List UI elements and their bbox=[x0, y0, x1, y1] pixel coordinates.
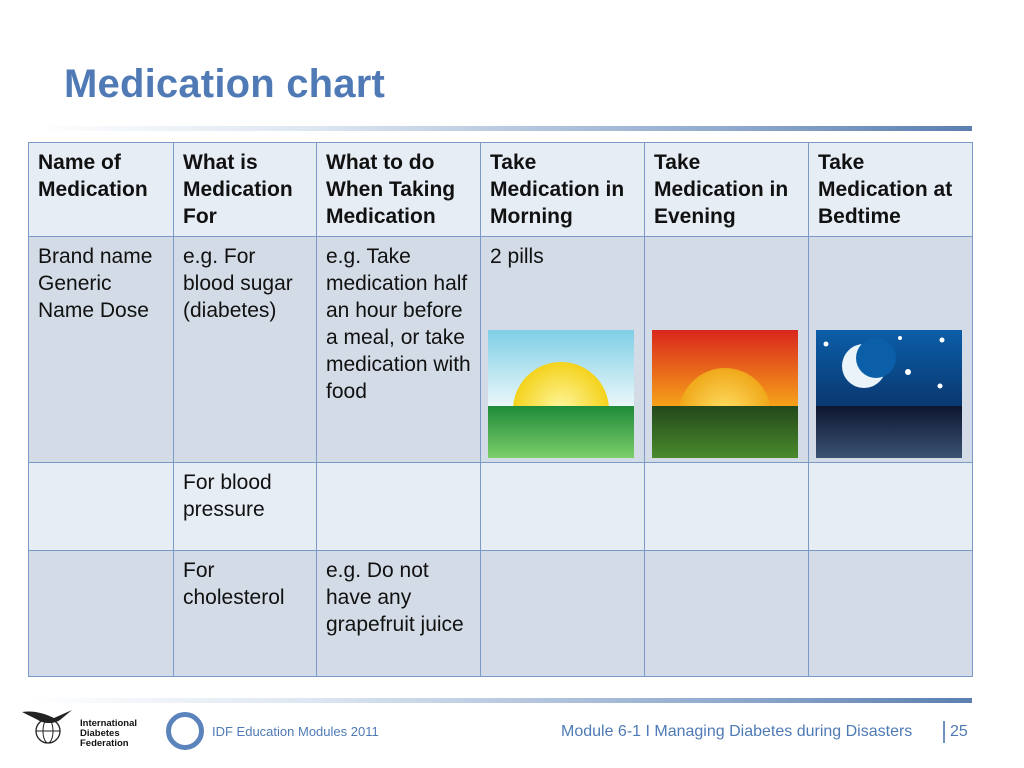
table-cell bbox=[480, 550, 645, 677]
org-name-line: Federation bbox=[80, 738, 129, 749]
table-cell bbox=[316, 462, 481, 551]
org-name-line: Diabetes bbox=[80, 728, 120, 739]
table-cell bbox=[28, 550, 174, 677]
module-label: Module 6-1 I Managing Diabetes during Di… bbox=[561, 723, 913, 740]
table-cell: e.g. Do not have any grapefruit juice bbox=[316, 550, 481, 677]
table-cell: Brand name Generic Name Dose bbox=[28, 236, 174, 463]
bottom-divider bbox=[30, 698, 972, 703]
top-divider bbox=[30, 126, 972, 131]
header-purpose: What is Medication For bbox=[173, 142, 317, 237]
header-instructions: What to do When Taking Medication bbox=[316, 142, 481, 237]
table-cell-morning: 2 pills bbox=[480, 236, 645, 463]
table-cell bbox=[28, 462, 174, 551]
night-moon-icon bbox=[816, 330, 962, 458]
table-cell-bedtime bbox=[808, 236, 973, 463]
header-morning: Take Medication in Morning bbox=[480, 142, 645, 237]
org-name: International Diabetes Federation bbox=[80, 719, 137, 749]
medication-table: Name of Medication What is Medication Fo… bbox=[28, 142, 973, 677]
header-name: Name of Medication bbox=[28, 142, 174, 237]
header-evening: Take Medication in Evening bbox=[644, 142, 809, 237]
table-cell: For blood pressure bbox=[173, 462, 317, 551]
page-number: 25 bbox=[950, 723, 968, 740]
sunset-icon bbox=[652, 330, 798, 458]
table-cell-text: 2 pills bbox=[490, 245, 544, 268]
slide-title: Medication chart bbox=[64, 62, 386, 106]
table-row: Brand name Generic Name Dose e.g. For bl… bbox=[28, 236, 973, 463]
table-cell bbox=[808, 462, 973, 551]
idf-logo-icon bbox=[22, 710, 72, 744]
org-name-line: International bbox=[80, 718, 138, 729]
table-cell: For cholesterol bbox=[173, 550, 317, 677]
table-header-row: Name of Medication What is Medication Fo… bbox=[28, 142, 973, 237]
table-cell: e.g. For blood sugar (diabetes) bbox=[173, 236, 317, 463]
table-row: For blood pressure bbox=[28, 462, 973, 551]
footer-separator bbox=[943, 721, 945, 743]
table-cell bbox=[480, 462, 645, 551]
header-bedtime: Take Medication at Bedtime bbox=[808, 142, 973, 237]
table-cell: e.g. Take medication half an hour before… bbox=[316, 236, 481, 463]
table-cell bbox=[644, 550, 809, 677]
sunrise-icon bbox=[488, 330, 634, 458]
ring-icon bbox=[166, 712, 204, 750]
table-cell-evening bbox=[644, 236, 809, 463]
table-row: For cholesterol e.g. Do not have any gra… bbox=[28, 550, 973, 677]
table-cell bbox=[808, 550, 973, 677]
education-label: IDF Education Modules 2011 bbox=[212, 724, 379, 739]
table-cell bbox=[644, 462, 809, 551]
